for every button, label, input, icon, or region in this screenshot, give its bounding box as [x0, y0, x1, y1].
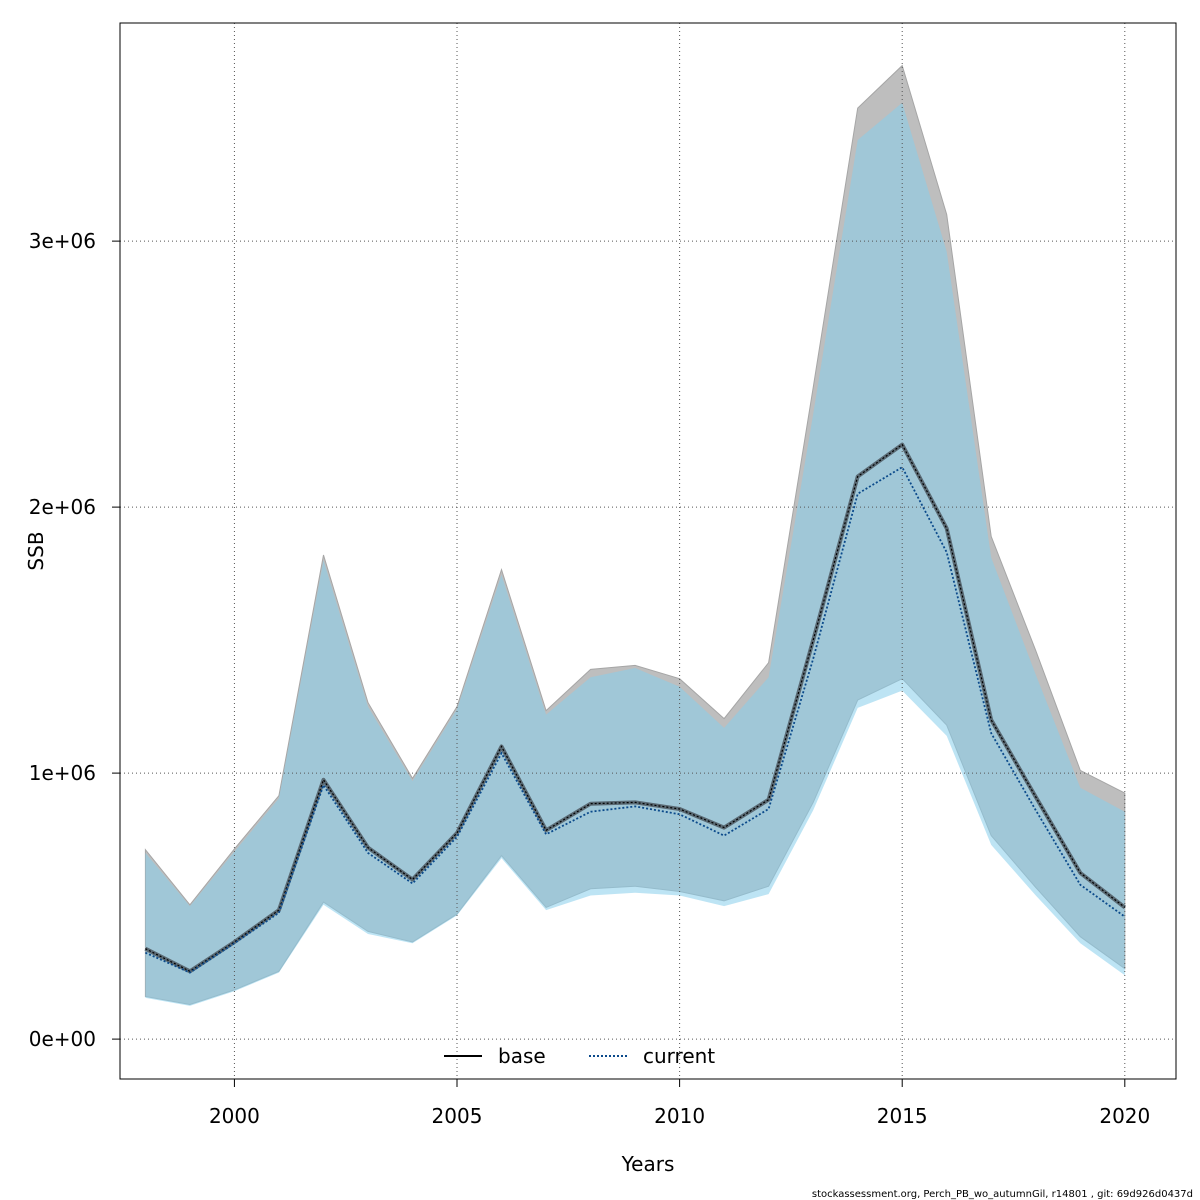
y-axis-title: SSB	[24, 531, 48, 570]
x-axis-title: Years	[621, 1152, 675, 1176]
x-tick-label: 2015	[877, 1104, 928, 1128]
x-tick-label: 2020	[1099, 1104, 1150, 1128]
x-tick-label: 2010	[654, 1104, 705, 1128]
y-tick-label: 0e+00	[29, 1027, 96, 1051]
confidence-bands	[144, 64, 1126, 1006]
y-axis: 0e+00 1e+06 2e+06 3e+06	[29, 229, 120, 1051]
footer-note: stockassessment.org, Perch_PB_wo_autumnG…	[812, 1189, 1193, 1200]
x-axis: 2000 2005 2010 2015 2020	[209, 1079, 1150, 1128]
line-base	[145, 443, 1126, 972]
legend-base-label: base	[498, 1044, 546, 1068]
x-tick-label: 2005	[432, 1104, 483, 1128]
plot-frame	[119, 22, 1177, 1080]
legend-current-label: current	[643, 1044, 715, 1068]
grid-lines	[120, 23, 1176, 1079]
legend: base current	[444, 1044, 715, 1068]
series-lines	[144, 442, 1127, 974]
y-tick-label: 1e+06	[29, 761, 96, 785]
line-current	[145, 465, 1126, 974]
y-tick-label: 3e+06	[29, 229, 96, 253]
y-tick-label: 2e+06	[29, 495, 96, 519]
band-current	[145, 102, 1125, 1006]
x-tick-label: 2000	[209, 1104, 260, 1128]
